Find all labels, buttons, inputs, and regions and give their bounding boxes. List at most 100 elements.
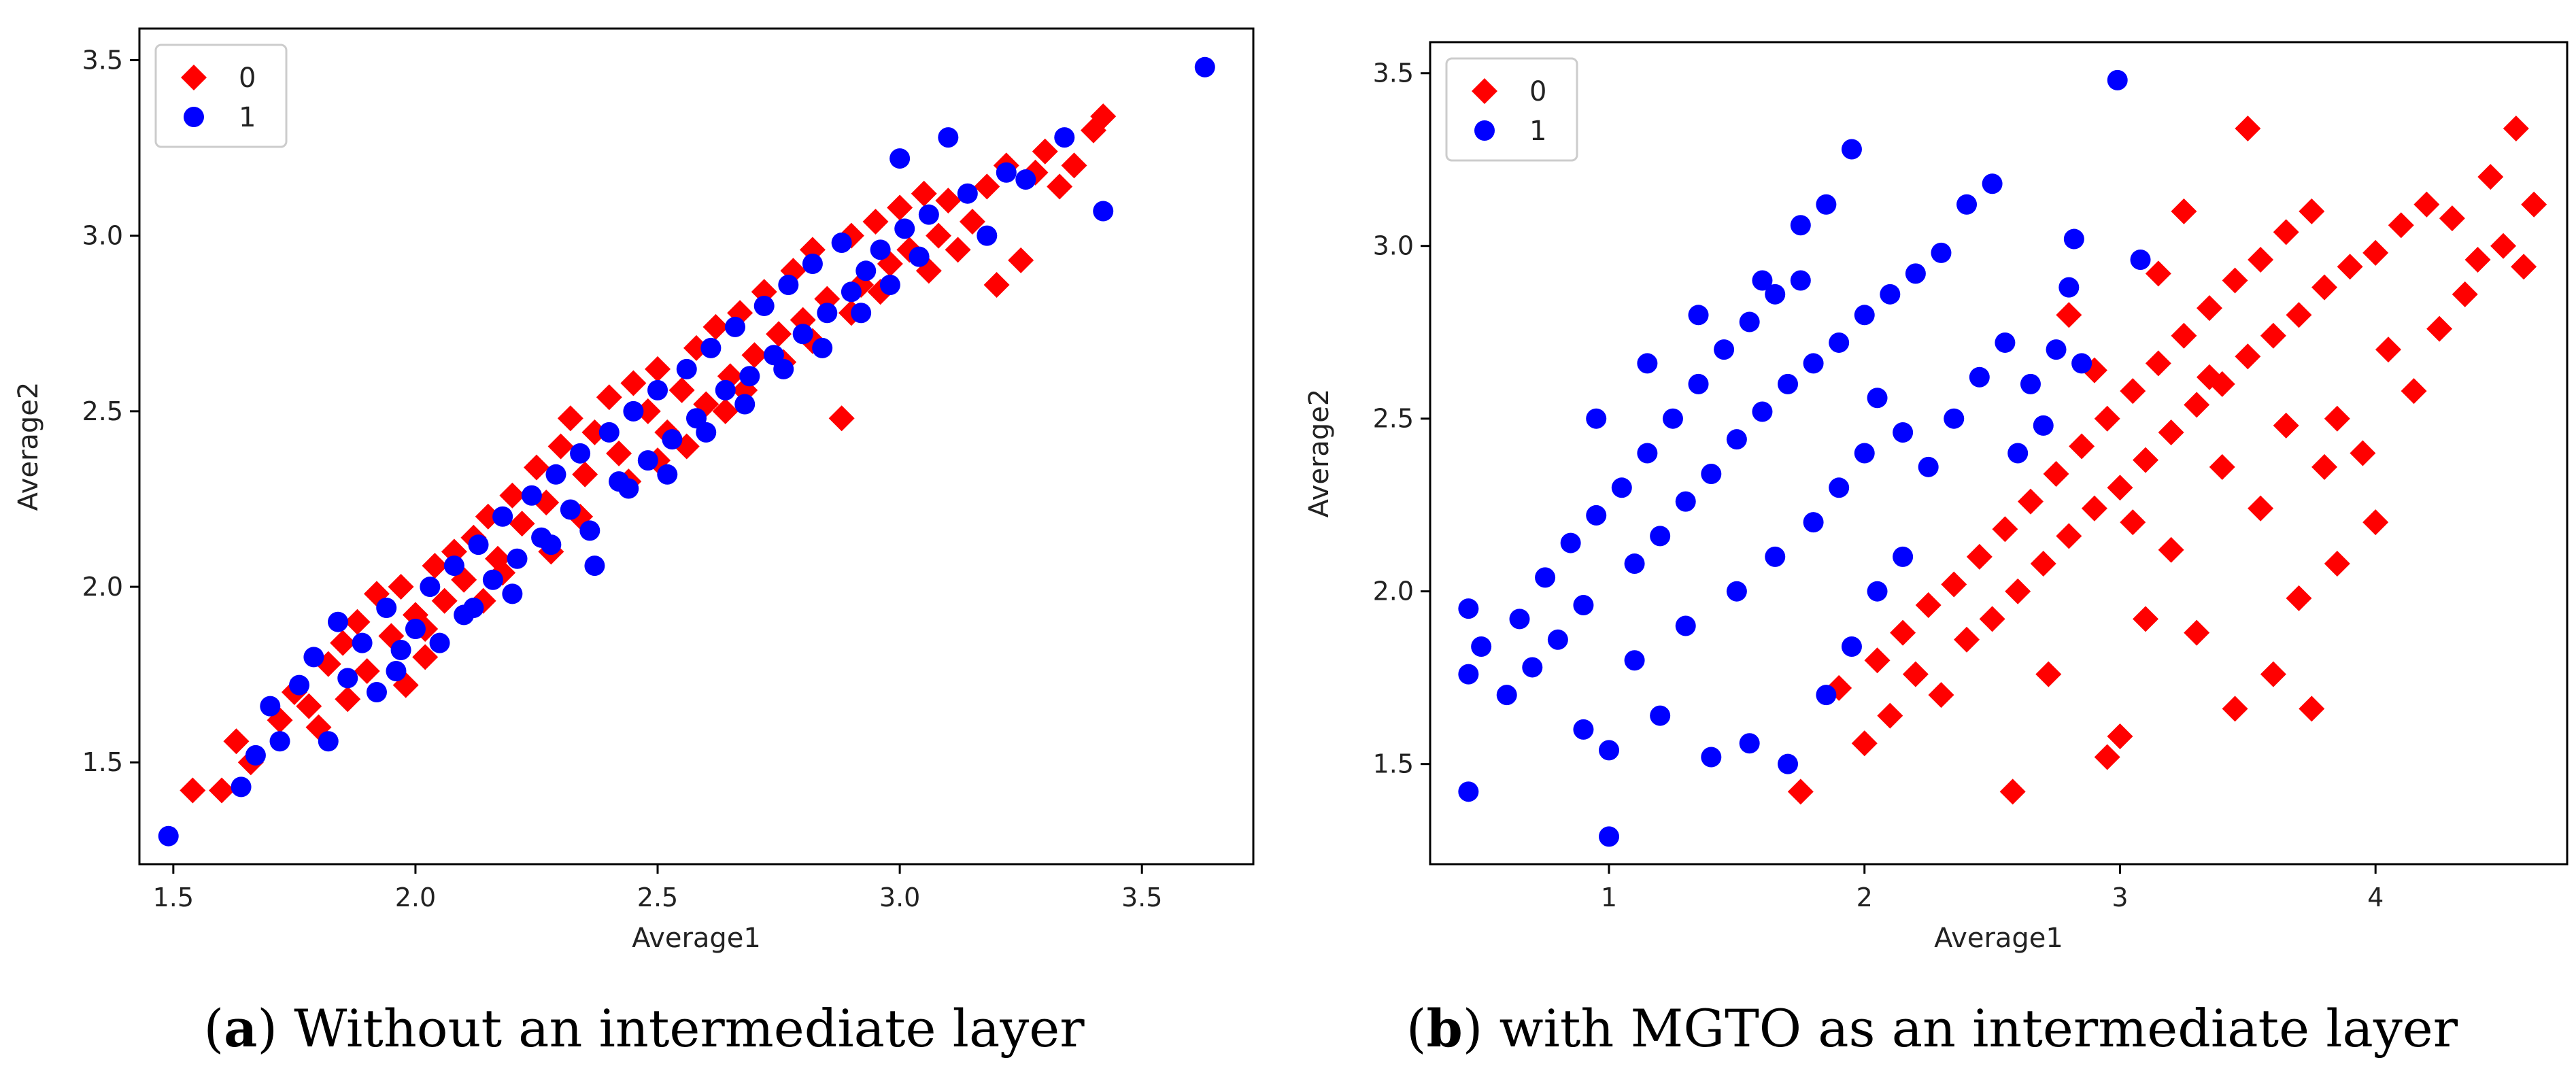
point-series-1 bbox=[231, 776, 252, 798]
point-series-0 bbox=[2171, 198, 2197, 224]
point-series-0 bbox=[702, 313, 729, 340]
x-tick-label: 2.0 bbox=[395, 883, 436, 912]
point-series-0 bbox=[2503, 115, 2529, 141]
point-series-1 bbox=[2020, 373, 2041, 394]
point-series-1 bbox=[1841, 636, 1862, 657]
point-series-1 bbox=[1752, 401, 1773, 422]
y-tick: 2.5 bbox=[82, 396, 139, 426]
point-series-0 bbox=[2324, 551, 2350, 577]
point-series-1 bbox=[376, 598, 397, 619]
point-series-1 bbox=[647, 379, 668, 400]
x-axis-label: Average1 bbox=[632, 923, 761, 954]
point-series-1 bbox=[778, 274, 799, 295]
x-tick-label: 2 bbox=[1857, 883, 1873, 912]
point-series-0 bbox=[887, 194, 913, 221]
x-tick-label: 3.0 bbox=[879, 883, 920, 912]
point-series-1 bbox=[468, 534, 489, 555]
point-series-0 bbox=[668, 377, 695, 403]
point-series-1 bbox=[1893, 422, 1914, 443]
point-series-1 bbox=[1560, 532, 1581, 553]
point-series-1 bbox=[386, 660, 407, 681]
point-series-1 bbox=[734, 394, 756, 415]
point-series-0 bbox=[1999, 779, 2026, 805]
x-tick-label: 3.5 bbox=[1121, 883, 1162, 912]
point-series-0 bbox=[2069, 433, 2095, 460]
point-series-1 bbox=[1458, 664, 1479, 685]
point-series-1 bbox=[260, 696, 281, 717]
point-series-0 bbox=[1979, 606, 2005, 632]
point-series-0 bbox=[2184, 619, 2210, 646]
point-series-0 bbox=[2375, 337, 2401, 363]
point-series-1 bbox=[1509, 609, 1530, 630]
point-series-0 bbox=[766, 321, 792, 347]
panel-a: 1.5 2.0 2.5 3.0 3.5 1.5 2.0 2.5 3.0 3.5 Average1 Av… bbox=[13, 27, 1255, 1059]
point-series-1 bbox=[700, 337, 722, 358]
point-series-1 bbox=[1586, 505, 1607, 526]
point-series-1 bbox=[753, 295, 775, 316]
point-series-1 bbox=[851, 303, 872, 324]
point-series-0 bbox=[862, 209, 889, 235]
point-series-0 bbox=[2056, 302, 2082, 328]
point-series-0 bbox=[2452, 281, 2478, 307]
point-series-0 bbox=[2299, 198, 2325, 224]
y-tick: 2.0 bbox=[82, 572, 139, 602]
point-series-0 bbox=[2248, 495, 2274, 522]
point-series-1 bbox=[1458, 598, 1479, 619]
point-series-0 bbox=[557, 405, 583, 432]
point-series-1 bbox=[2046, 339, 2067, 360]
y-tick-label: 3.5 bbox=[82, 45, 123, 75]
point-series-1 bbox=[1778, 753, 1799, 774]
point-series-1 bbox=[541, 534, 562, 555]
point-series-1 bbox=[1496, 685, 1517, 706]
point-series-1 bbox=[507, 548, 528, 569]
point-series-0 bbox=[223, 728, 250, 755]
x-tick: 3 bbox=[2112, 864, 2129, 912]
point-series-0 bbox=[2196, 295, 2222, 322]
point-series-1 bbox=[1194, 56, 1215, 78]
point-series-1 bbox=[802, 253, 823, 274]
point-series-0 bbox=[2145, 350, 2171, 377]
point-series-1 bbox=[269, 731, 290, 752]
point-series-1 bbox=[1918, 456, 1939, 477]
x-tick-label: 4 bbox=[2367, 883, 2384, 912]
x-tick: 2.5 bbox=[637, 864, 678, 912]
point-series-1 bbox=[855, 260, 877, 281]
point-series-1 bbox=[1880, 284, 1901, 305]
point-series-0 bbox=[712, 398, 739, 424]
point-series-0 bbox=[2196, 364, 2222, 390]
point-series-0 bbox=[1032, 138, 1058, 165]
point-series-0 bbox=[2401, 378, 2427, 405]
y-tick-label: 2.0 bbox=[1373, 577, 1414, 606]
point-series-1 bbox=[1688, 305, 1709, 326]
point-series-0 bbox=[2490, 233, 2517, 259]
point-series-0 bbox=[2120, 378, 2146, 405]
y-tick: 3.0 bbox=[1373, 231, 1430, 261]
point-series-1 bbox=[1624, 553, 1645, 575]
point-series-0 bbox=[2043, 460, 2069, 487]
point-series-1 bbox=[2033, 415, 2054, 436]
point-series-1 bbox=[303, 647, 324, 668]
legend-marker-0 bbox=[181, 65, 207, 90]
point-series-1 bbox=[366, 681, 387, 702]
point-series-1 bbox=[545, 464, 566, 485]
point-series-0 bbox=[499, 482, 526, 509]
point-series-0 bbox=[828, 405, 855, 432]
point-series-0 bbox=[1954, 626, 1980, 653]
point-series-1 bbox=[584, 555, 605, 577]
point-series-0 bbox=[344, 609, 371, 635]
point-series-0 bbox=[2235, 115, 2261, 141]
point-series-1 bbox=[1867, 388, 1888, 409]
point-series-1 bbox=[817, 303, 838, 324]
point-series-1 bbox=[2107, 69, 2128, 90]
point-series-1 bbox=[1573, 719, 1594, 740]
point-series-0 bbox=[2222, 696, 2248, 722]
x-tick-label: 2.5 bbox=[637, 883, 678, 912]
point-series-0 bbox=[935, 188, 962, 214]
point-series-1 bbox=[1944, 408, 1965, 429]
point-series-1 bbox=[1931, 242, 1952, 263]
point-series-0 bbox=[2273, 219, 2299, 245]
point-series-1 bbox=[1688, 373, 1709, 394]
point-series-0 bbox=[1928, 682, 1954, 708]
point-series-1 bbox=[1599, 740, 1620, 761]
y-tick-label: 1.5 bbox=[1373, 749, 1414, 779]
